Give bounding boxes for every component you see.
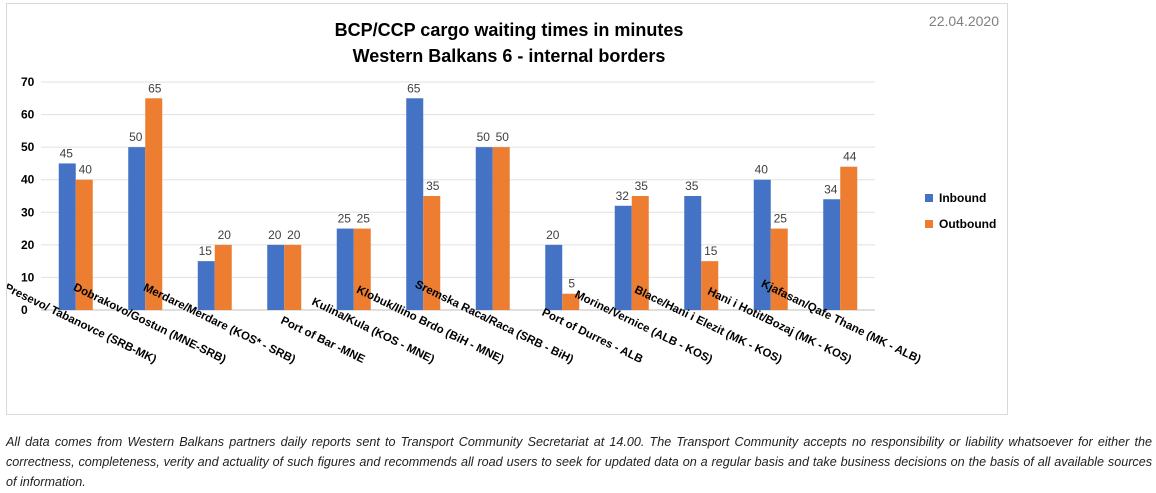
- bar-outbound: [214, 244, 232, 310]
- data-label-inbound: 20: [546, 228, 560, 242]
- data-label-inbound: 25: [338, 212, 352, 226]
- legend: Inbound Outbound: [925, 191, 996, 231]
- data-label-outbound: 25: [774, 212, 788, 226]
- legend-swatch-outbound: [925, 220, 933, 228]
- y-tick-label: 50: [21, 140, 35, 154]
- data-label-inbound: 40: [755, 163, 769, 177]
- data-label-outbound: 20: [287, 228, 301, 242]
- data-label-outbound: 25: [357, 212, 371, 226]
- y-tick-label: 60: [21, 108, 35, 122]
- bar-inbound: [128, 147, 146, 310]
- y-tick-label: 70: [21, 75, 35, 89]
- bar-outbound: [562, 293, 580, 310]
- data-label-outbound: 35: [635, 179, 649, 193]
- y-tick-label: 10: [21, 270, 35, 284]
- data-label-outbound: 50: [496, 130, 510, 144]
- data-label-inbound: 45: [60, 146, 74, 160]
- bar-outbound: [353, 228, 371, 310]
- bar-inbound: [58, 163, 76, 310]
- y-tick-label: 20: [21, 238, 35, 252]
- data-label-inbound: 50: [129, 130, 143, 144]
- bars: [58, 98, 858, 311]
- chart-subtitle: Western Balkans 6 - internal borders: [353, 46, 666, 66]
- chart-frame: 45 50 15 20 25 65 50 20 32 35 40 34 40 65 20 20 25 35 50 5 3…: [6, 3, 1008, 415]
- data-label-outbound: 44: [843, 150, 857, 164]
- data-label-inbound: 35: [685, 179, 699, 193]
- bar-outbound: [75, 179, 93, 310]
- data-label-outbound: 5: [568, 277, 575, 291]
- bar-outbound: [284, 244, 302, 310]
- bar-outbound: [145, 98, 163, 311]
- bar-outbound: [423, 196, 441, 310]
- bar-outbound: [492, 147, 510, 310]
- data-label-outbound: 65: [148, 81, 162, 95]
- y-tick-label: 40: [21, 173, 35, 187]
- data-label-inbound: 15: [199, 244, 213, 258]
- chart-title: BCP/CCP cargo waiting times in minutes: [335, 20, 684, 40]
- gridlines: [41, 81, 875, 311]
- y-tick-label: 30: [21, 205, 35, 219]
- data-label-inbound: 65: [407, 81, 421, 95]
- bar-outbound: [631, 196, 649, 310]
- bar-inbound: [823, 199, 841, 310]
- data-label-inbound: 50: [477, 130, 491, 144]
- report-date: 22.04.2020: [929, 13, 999, 29]
- bar-outbound: [840, 166, 858, 310]
- bar-inbound: [267, 244, 285, 310]
- bar-outbound: [701, 261, 719, 310]
- bar-chart: 45 50 15 20 25 65 50 20 32 35 40 34 40 65 20 20 25 35 50 5 3…: [7, 13, 999, 366]
- bar-inbound: [684, 196, 702, 310]
- bar-inbound: [406, 98, 424, 311]
- data-label-inbound: 34: [824, 182, 838, 196]
- legend-swatch-inbound: [925, 194, 933, 202]
- x-axis-categories: Presevo/ Tabanovce (SRB-MK)Dobrakovo/Gos…: [7, 278, 923, 366]
- legend-label-inbound: Inbound: [939, 191, 986, 205]
- data-label-inbound: 32: [616, 189, 630, 203]
- bar-inbound: [475, 147, 493, 310]
- y-axis-ticks: 0 10 20 30 40 50 60 70: [21, 75, 35, 317]
- bar-inbound: [753, 179, 771, 310]
- data-label-outbound: 20: [218, 228, 232, 242]
- data-label-outbound: 15: [704, 244, 718, 258]
- legend-label-outbound: Outbound: [939, 217, 996, 231]
- data-label-outbound: 35: [426, 179, 440, 193]
- bar-inbound: [614, 205, 632, 310]
- bar-inbound: [545, 244, 563, 310]
- bar-inbound: [197, 261, 215, 310]
- data-label-inbound: 20: [268, 228, 282, 242]
- y-tick-label: 0: [21, 303, 28, 317]
- data-label-outbound: 40: [79, 163, 93, 177]
- data-labels: 45 50 15 20 25 65 50 20 32 35 40 34 40 65 20 20 25 35 50 5 3…: [60, 81, 857, 290]
- bar-outbound: [770, 228, 788, 310]
- bar-inbound: [336, 228, 354, 310]
- disclaimer-footnote: All data comes from Western Balkans part…: [6, 435, 1152, 489]
